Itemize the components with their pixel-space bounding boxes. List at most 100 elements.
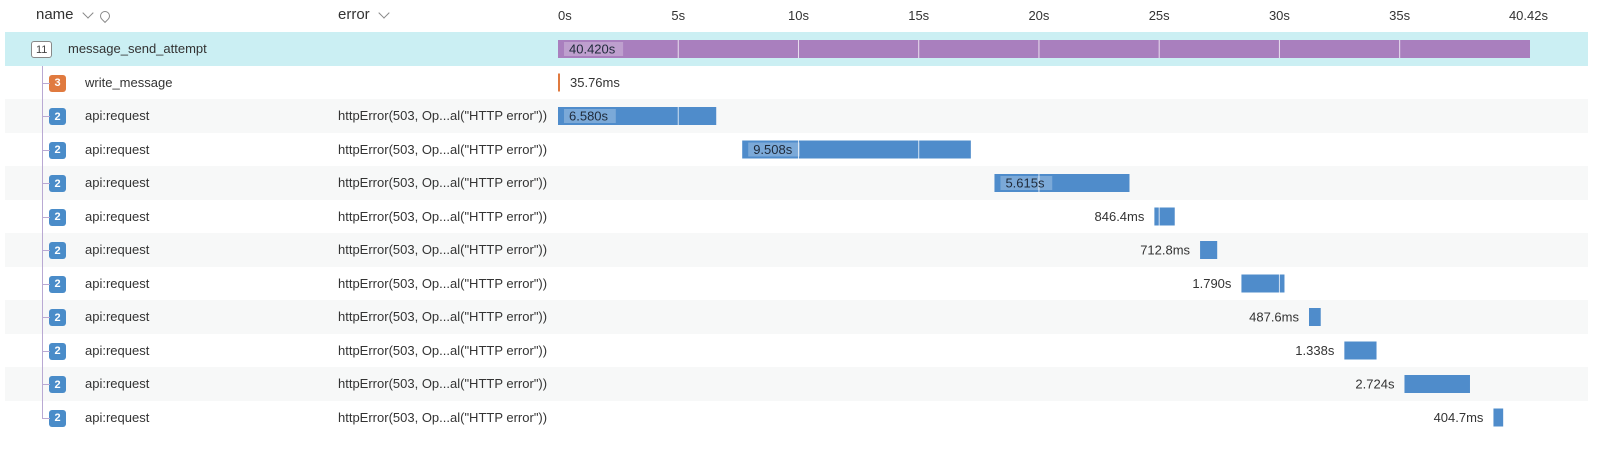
span-error: httpError(503, Op...al("HTTP error")) — [338, 376, 548, 391]
span-duration-label: 6.580s — [569, 109, 609, 124]
tree-branch-line — [42, 417, 50, 419]
span-name: api:request — [85, 376, 150, 391]
span-bar[interactable] — [1344, 341, 1377, 360]
table-row[interactable]: 2 api:request httpError(503, Op...al("HTTP… — [5, 233, 1588, 267]
span-error: httpError(503, Op...al("HTTP error")) — [338, 141, 548, 157]
span-name: api:request — [85, 309, 150, 324]
name-column-header[interactable]: name — [36, 6, 112, 23]
span-bar[interactable] — [1309, 308, 1321, 326]
span-duration-label: 5.615s — [1005, 176, 1045, 191]
span-error: httpError(503, Op...al("HTTP error")) — [338, 342, 548, 358]
span-error: httpError(503, Op...al("HTTP error")) — [338, 275, 548, 291]
span-error: httpError(503, Op...al("HTTP error")) — [338, 242, 548, 257]
span-duration-label: 35.76ms — [570, 75, 620, 90]
span-bar[interactable] — [558, 73, 560, 92]
span-duration-label: 1.338s — [1295, 343, 1335, 358]
span-label-highlight — [564, 42, 624, 56]
span-bar[interactable] — [1404, 375, 1470, 393]
table-row[interactable]: 3 write_message — [5, 66, 1588, 100]
span-error: httpError(503, Op...al("HTTP error")) — [338, 409, 548, 425]
table-row[interactable]: 2 api:request httpError(503, Op...al("HTTP… — [5, 166, 1588, 200]
error-column-label: error — [338, 6, 370, 23]
name-column-label: name — [36, 6, 74, 23]
span-name: api:request — [85, 342, 150, 358]
table-row[interactable]: 2 api:request httpError(503, Op...al("HTTP… — [5, 133, 1588, 167]
tree-branch-line — [42, 317, 50, 318]
span-bar[interactable] — [558, 107, 717, 125]
span-duration-label: 846.4ms — [1095, 209, 1145, 224]
timeline-tick-label: 15s — [908, 8, 930, 23]
span-name: api:request — [85, 175, 150, 190]
tree-connector — [42, 66, 43, 419]
span-count-badge[interactable]: 2 — [49, 309, 66, 326]
table-row[interactable]: 2 api:request httpError(503, Op...al("HTTP… — [5, 200, 1588, 234]
span-count-badge[interactable]: 2 — [49, 409, 66, 427]
span-count-badge[interactable]: 2 — [49, 141, 66, 159]
span-duration-label: 487.6ms — [1249, 310, 1299, 325]
span-label-highlight — [564, 109, 616, 123]
span-error: httpError(503, Op...al("HTTP error")) — [338, 208, 548, 224]
column-header: name error 0s 5s 10s 15s 20s 25s 30s 35s 40.42s — [0, 0, 1600, 32]
table-row[interactable]: 2 api:request httpError(503, Op...al("HTTP… — [5, 334, 1588, 368]
timeline-tick-label: 25s — [1148, 8, 1170, 23]
tree-branch-line — [42, 82, 50, 84]
table-row[interactable]: 2 api:request httpError(503, Op...al("HTTP… — [5, 267, 1588, 301]
span-count-badge[interactable]: 11 — [31, 41, 53, 58]
span-error: httpError(503, Op...al("HTTP error")) — [338, 108, 548, 123]
table-row[interactable]: 2 api:request httpError(503, Op...al("HTTP… — [5, 300, 1588, 334]
tree-branch-line — [42, 250, 50, 251]
span-name: api:request — [85, 409, 150, 425]
span-count-badge[interactable]: 2 — [49, 376, 66, 393]
timeline-tick-label: 20s — [1028, 8, 1050, 23]
span-duration-label: 712.8ms — [1140, 243, 1190, 258]
span-count-badge[interactable]: 2 — [49, 175, 66, 192]
tree-branch-line — [42, 283, 50, 285]
span-count-badge[interactable]: 3 — [49, 74, 66, 92]
span-duration-label: 40.420s — [569, 42, 616, 57]
span-bar[interactable] — [994, 174, 1130, 192]
span-duration-label: 1.790s — [1192, 276, 1232, 291]
span-name: api:request — [85, 275, 150, 291]
span-bar[interactable] — [1241, 274, 1285, 293]
tree-branch-line — [42, 116, 50, 117]
timeline-tick-label: 35s — [1389, 8, 1411, 23]
error-column-header[interactable]: error — [338, 6, 390, 23]
span-duration-label: 404.7ms — [1434, 410, 1484, 425]
span-name: message_send_attempt — [68, 41, 207, 56]
span-bar[interactable] — [1154, 207, 1175, 226]
tree-branch-line — [42, 384, 50, 385]
span-error: httpError(503, Op...al("HTTP error")) — [338, 309, 548, 324]
tree-branch-line — [42, 149, 50, 151]
tree-branch-line — [42, 183, 50, 184]
timeline-tick-label: 0s — [558, 8, 572, 23]
timeline-tick-label: 40.42s — [1508, 8, 1548, 23]
timeline-tick-label: 10s — [787, 8, 809, 23]
span-count-badge[interactable]: 2 — [49, 342, 66, 360]
span-count-badge[interactable]: 2 — [49, 108, 66, 125]
table-row[interactable]: 2 api:request httpError(503, Op...al("HTTP… — [5, 401, 1588, 435]
span-error: httpError(503, Op...al("HTTP error")) — [338, 175, 548, 190]
span-name: api:request — [85, 108, 150, 123]
span-label-highlight — [748, 142, 801, 157]
span-label-highlight — [1000, 176, 1053, 190]
span-count-badge[interactable]: 2 — [49, 242, 66, 259]
timeline-tick-label: 30s — [1268, 8, 1290, 23]
span-bar[interactable] — [558, 40, 1530, 58]
span-duration-label: 9.508s — [753, 142, 793, 157]
table-row[interactable]: 2 api:request httpError(503, Op...al("HTTP… — [5, 99, 1588, 133]
span-bar[interactable] — [1200, 241, 1218, 259]
span-duration-label: 2.724s — [1355, 377, 1395, 392]
span-name: api:request — [85, 141, 150, 157]
span-count-badge[interactable]: 2 — [49, 275, 66, 293]
span-name: api:request — [85, 242, 150, 257]
tree-branch-line — [42, 216, 50, 218]
span-name: write_message — [85, 74, 173, 90]
span-bar[interactable] — [742, 140, 971, 159]
span-bar[interactable] — [1493, 408, 1504, 427]
span-count-badge[interactable]: 2 — [49, 208, 66, 226]
tree-branch-line — [42, 350, 50, 352]
timeline-tick-label: 5s — [671, 8, 686, 23]
span-name: api:request — [85, 208, 150, 224]
table-row[interactable]: 2 api:request httpError(503, Op...al("HTTP… — [5, 367, 1588, 401]
